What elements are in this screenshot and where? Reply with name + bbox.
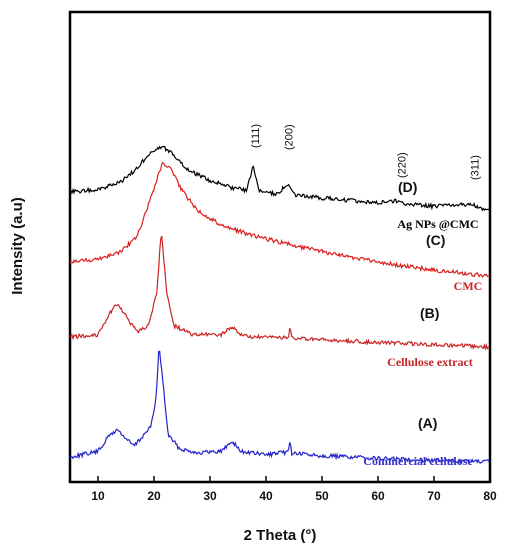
- series-label-layer: (A) Commercial cellulose (B) Cellulose extr…: [363, 179, 482, 468]
- peak-label: (311): [469, 155, 481, 180]
- series-line-0: [69, 350, 490, 465]
- series-line-1: [69, 235, 490, 351]
- x-axis-ticks: 10 20 30 40 50 60 70 80: [91, 476, 497, 503]
- x-axis-label: 2 Theta (°): [244, 527, 317, 544]
- series-line-3: [69, 145, 490, 212]
- series-letter-label: (C): [426, 232, 445, 248]
- x-tick-label: 10: [91, 489, 105, 503]
- series-letter-label: (B): [420, 305, 439, 321]
- x-tick-label: 20: [147, 489, 161, 503]
- plot-frame: [68, 10, 492, 484]
- x-tick-label: 40: [259, 489, 273, 503]
- peak-label-layer: (111) (200) (220) (311): [250, 124, 482, 180]
- series-name-label: Commercial cellulose: [363, 454, 473, 468]
- series-name-label: CMC: [454, 279, 483, 293]
- peak-label: (111): [250, 124, 262, 148]
- series-line-2: [69, 161, 490, 279]
- series-letter-label: (A): [418, 415, 437, 431]
- series-layer: [69, 145, 490, 465]
- x-tick-label: 70: [427, 489, 441, 503]
- x-tick-label: 60: [371, 489, 385, 503]
- x-tick-label: 80: [483, 489, 497, 503]
- peak-label: (220): [397, 152, 409, 178]
- x-tick-label: 30: [203, 489, 217, 503]
- series-letter-label: (D): [398, 179, 417, 195]
- peak-label: (200): [284, 124, 296, 150]
- series-name-label: Ag NPs @CMC: [397, 217, 478, 231]
- series-name-label: Cellulose extract: [387, 355, 473, 369]
- y-axis-label: Intensity (a.u): [9, 197, 26, 295]
- x-tick-label: 50: [315, 489, 329, 503]
